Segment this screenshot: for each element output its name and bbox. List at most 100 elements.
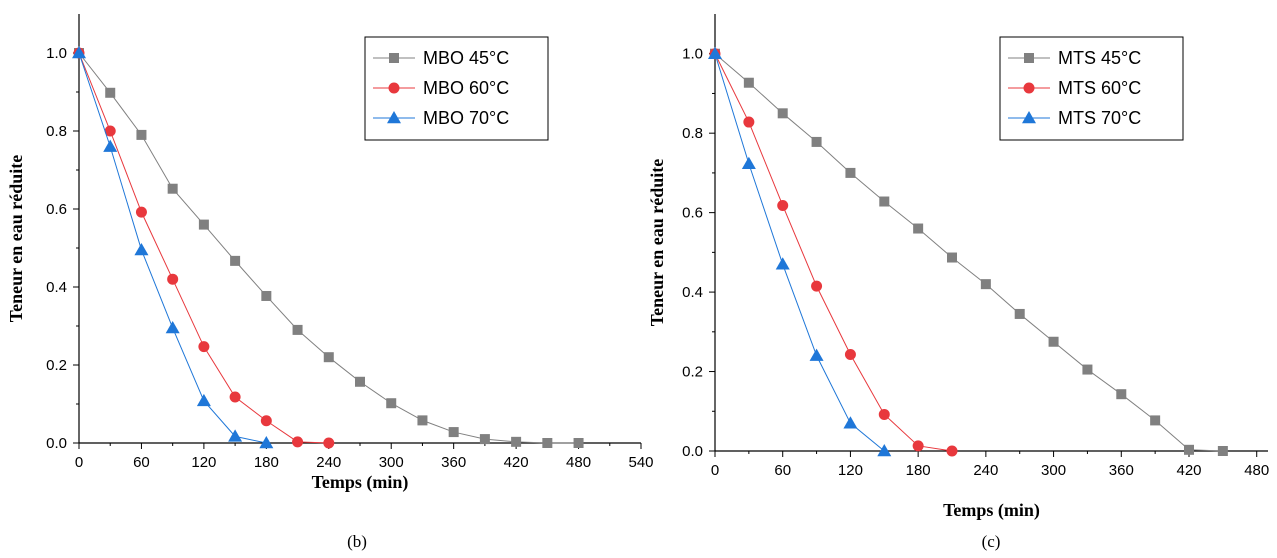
data-point: [542, 438, 553, 448]
data-point: [743, 116, 755, 128]
data-point: [946, 445, 958, 457]
series-circle: [709, 48, 958, 457]
data-point: [777, 108, 788, 119]
data-point: [775, 257, 790, 270]
data-point: [844, 348, 856, 360]
x-axis-label: Temps (min): [943, 500, 1040, 521]
x-tick-label: 360: [441, 454, 466, 471]
y-tick-label: 0.6: [46, 201, 67, 218]
legend-entry: MTS 60°C: [1058, 78, 1141, 98]
chart-panel-1: 0 60 120 180 240 300 360 420 480 0.0 0.2 0.4 0.6 0.8 1…: [647, 14, 1269, 551]
legend: MBO 45°C MBO 60°C MBO 70°C: [364, 36, 549, 141]
data-point: [877, 444, 892, 457]
y-tick-label: 0.6: [682, 205, 703, 222]
x-tick-label: 240: [316, 454, 341, 471]
x-tick-label: 0: [711, 462, 719, 479]
y-axis-label: Teneur en eau réduite: [647, 159, 667, 327]
data-point: [196, 393, 211, 407]
data-point: [355, 376, 365, 387]
y-tick-label: 0.4: [682, 284, 703, 301]
legend-marker: [1022, 111, 1036, 124]
x-tick-label: 480: [1244, 462, 1269, 479]
panel-label: (c): [982, 532, 1001, 551]
legend-marker: [1024, 53, 1034, 63]
data-point: [198, 341, 210, 353]
data-point: [323, 352, 334, 363]
legend-entry: MBO 45°C: [423, 48, 509, 68]
data-point: [843, 416, 858, 429]
data-point: [292, 324, 303, 335]
data-point: [811, 136, 822, 147]
data-point: [947, 252, 957, 263]
y-axis-label: Teneur en eau réduite: [6, 155, 26, 323]
data-point: [913, 223, 924, 234]
data-point: [167, 273, 179, 285]
data-point: [136, 129, 147, 140]
x-tick-label: 180: [254, 454, 279, 471]
series-line: [714, 53, 1223, 452]
data-point: [1014, 308, 1025, 319]
data-point: [105, 87, 116, 98]
data-point: [386, 398, 397, 409]
series-square: [74, 48, 584, 448]
x-tick-label: 540: [628, 454, 653, 471]
y-tick-label: 1.0: [46, 45, 67, 62]
data-point: [573, 438, 584, 448]
legend-marker: [387, 111, 401, 124]
data-point: [103, 139, 118, 152]
chart-panel-0: 0 60 120 180 240 300 360 420 480 540 0.0 0.2 0.4 0.6 0…: [6, 14, 654, 551]
y-tick-label: 0.8: [46, 123, 67, 140]
x-tick-label: 420: [1176, 462, 1201, 479]
data-point: [511, 436, 522, 447]
data-point: [980, 279, 991, 290]
series-triangle: [708, 46, 892, 457]
data-point: [1217, 446, 1228, 456]
series-square: [710, 48, 1228, 456]
data-point: [417, 415, 428, 426]
data-point: [1184, 444, 1194, 455]
x-tick-label: 300: [1041, 462, 1066, 479]
x-tick-label: 180: [906, 462, 931, 479]
data-point: [809, 348, 824, 361]
series-line: [78, 52, 267, 444]
x-tick-label: 60: [133, 454, 150, 471]
data-point: [741, 156, 756, 170]
x-tick-label: 360: [1109, 462, 1134, 479]
y-tick-label: 0.0: [682, 443, 703, 460]
legend-entry: MTS 70°C: [1058, 108, 1141, 128]
data-point: [479, 434, 490, 445]
series-triangle: [72, 46, 274, 449]
data-point: [165, 320, 180, 334]
legend-marker: [389, 53, 399, 63]
x-tick-label: 420: [504, 454, 529, 471]
data-point: [228, 429, 243, 442]
data-point: [879, 196, 890, 207]
data-point: [292, 436, 304, 448]
x-tick-label: 120: [838, 462, 863, 479]
y-tick-label: 1.0: [682, 46, 703, 63]
legend-marker: [388, 82, 400, 94]
data-point: [878, 408, 890, 420]
series-circle: [73, 47, 335, 449]
data-point: [323, 437, 335, 449]
data-point: [229, 391, 241, 403]
data-point: [1082, 364, 1093, 375]
series-line: [78, 52, 329, 444]
series-line: [714, 53, 953, 452]
x-tick-label: 240: [973, 462, 998, 479]
data-point: [708, 46, 722, 59]
x-tick-label: 120: [191, 454, 216, 471]
data-point: [1150, 415, 1161, 426]
data-point: [134, 242, 149, 256]
data-point: [167, 183, 178, 194]
data-point: [448, 427, 459, 438]
x-tick-label: 480: [566, 454, 591, 471]
panel-label: (b): [347, 532, 367, 551]
data-point: [912, 440, 924, 452]
data-point: [743, 77, 754, 88]
legend: MTS 45°C MTS 60°C MTS 70°C: [999, 36, 1184, 141]
data-point: [777, 199, 789, 211]
data-point: [845, 167, 856, 178]
data-point: [198, 219, 209, 230]
